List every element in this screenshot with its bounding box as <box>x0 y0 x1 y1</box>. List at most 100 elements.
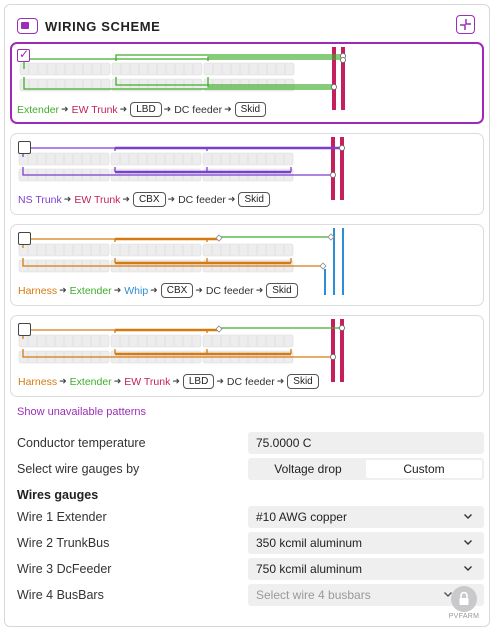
legend-tag: Skid <box>234 102 267 117</box>
legend-link: EW Trunk <box>124 375 171 388</box>
connection-node <box>215 234 223 242</box>
pattern-checkbox[interactable] <box>17 47 30 62</box>
wire-4-placeholder: Select wire 4 busbars <box>256 588 371 602</box>
connection-node <box>319 262 327 270</box>
panel-title: WIRING SCHEME <box>45 18 161 34</box>
arrow-icon: ➜ <box>113 285 122 295</box>
wire-4-select[interactable]: Select wire 4 busbars <box>248 584 484 606</box>
toggle-custom[interactable]: Custom <box>366 460 482 478</box>
connection-node <box>339 56 346 63</box>
connection-node <box>329 354 336 361</box>
panel-header: WIRING SCHEME <box>17 16 160 36</box>
arrow-icon: ➜ <box>59 376 67 386</box>
legend-link: Extender <box>69 375 112 388</box>
arrow-icon: ➜ <box>276 376 285 386</box>
wire-segment <box>22 167 333 176</box>
legend-text: DC feeder <box>226 375 275 388</box>
wire-4-label: Wire 4 BusBars <box>17 588 104 602</box>
wire-segment <box>23 77 334 90</box>
legend-tag: LBD <box>130 102 162 117</box>
wire-segment <box>115 54 343 61</box>
pattern-legend: Harness ➜ Extender ➜ EW Trunk ➜ LBD ➜ DC feeder ➜… <box>18 374 319 389</box>
wire-2-label: Wire 2 TrunkBus <box>17 536 110 550</box>
chevron-down-icon <box>464 566 472 571</box>
arrow-icon: ➜ <box>172 376 180 386</box>
wire-segment <box>207 56 343 61</box>
wire-1-label: Wire 1 Extender <box>17 510 107 524</box>
pattern-legend: NS Trunk ➜ EW Trunk ➜ CBX ➜ DC feeder ➜ Skid <box>18 192 270 207</box>
conductor-temp-label: Conductor temperature <box>17 436 146 450</box>
arrow-icon: ➜ <box>113 376 122 386</box>
connection-node <box>215 325 223 333</box>
chevron-down-icon <box>444 592 452 597</box>
legend-tag: Skid <box>287 374 319 389</box>
legend-tag: CBX <box>132 192 166 207</box>
panel-toggle-icon[interactable] <box>17 18 38 34</box>
pattern-card-2[interactable]: NS Trunk ➜ EW Trunk ➜ CBX ➜ DC feeder ➜ Skid <box>10 133 484 215</box>
pattern-diagram <box>18 137 345 200</box>
wire-2-select[interactable]: 350 kcmil aluminum <box>248 532 484 554</box>
arrow-icon: ➜ <box>216 376 224 386</box>
wire-segment <box>207 77 334 88</box>
wire-1-value: #10 AWG copper <box>256 510 347 524</box>
arrow-icon: ➜ <box>163 104 172 114</box>
lock-icon <box>451 586 477 612</box>
arrow-icon: ➜ <box>224 104 232 114</box>
show-unavailable-link[interactable]: Show unavailable patterns <box>17 406 147 418</box>
arrow-icon: ➜ <box>255 285 264 295</box>
pattern-checkbox[interactable] <box>18 141 31 154</box>
pattern-legend: Extender ➜ EW Trunk ➜ LBD ➜ DC feeder ➜ Skid <box>17 102 267 117</box>
pattern-card-3[interactable]: Harness ➜ Extender ➜ Whip ➜ CBX ➜ DC feeder ➜ Skid <box>10 224 484 306</box>
wire-3-select[interactable]: 750 kcmil aluminum <box>248 558 484 580</box>
legend-text: DC feeder <box>174 103 223 116</box>
legend-tag: CBX <box>160 283 194 298</box>
legend-link: Extender <box>17 103 60 116</box>
connection-node <box>338 144 345 151</box>
collapse-button[interactable] <box>456 15 475 34</box>
pattern-card-1[interactable]: Extender➜EW Trunk➜LBD➜DC feeder➜Skid <box>10 42 484 124</box>
wire-segment <box>115 77 334 86</box>
connection-node <box>329 172 336 179</box>
arrow-icon: ➜ <box>150 285 158 295</box>
connection-node <box>338 324 345 331</box>
wire-3-label: Wire 3 DcFeeder <box>17 562 112 576</box>
connection-node <box>327 233 335 241</box>
wire-segment <box>22 258 321 267</box>
wire-1-select[interactable]: #10 AWG copper <box>248 506 484 528</box>
arrow-icon: ➜ <box>195 285 203 295</box>
arrow-icon: ➜ <box>59 285 67 295</box>
legend-tag: Skid <box>238 192 270 207</box>
pattern-checkbox[interactable] <box>18 232 31 245</box>
brand-name: PVFARM <box>448 613 480 620</box>
connection-node <box>330 84 337 91</box>
toggle-voltage-drop[interactable]: Voltage drop <box>274 462 342 476</box>
legend-link: EW Trunk <box>74 193 121 206</box>
pattern-legend: Harness ➜ Extender ➜ Whip ➜ CBX ➜ DC feeder ➜ Skid <box>18 283 298 298</box>
chevron-down-icon <box>464 514 472 519</box>
legend-link: NS Trunk <box>18 193 62 206</box>
pattern-checkbox[interactable] <box>18 323 31 336</box>
wire-3-value: 750 kcmil aluminum <box>256 562 363 576</box>
legend-text: DC feeder <box>205 284 254 297</box>
legend-link: Harness <box>18 284 58 297</box>
collapse-icon <box>460 19 471 30</box>
arrow-icon: ➜ <box>61 104 69 114</box>
legend-link: EW Trunk <box>71 103 118 116</box>
pattern-diagram <box>18 319 345 382</box>
conductor-temp-field[interactable]: 75.0000 C <box>248 432 484 454</box>
wire-2-value: 350 kcmil aluminum <box>256 536 363 550</box>
arrow-icon: ➜ <box>63 194 72 204</box>
chevron-down-icon <box>464 540 472 545</box>
arrow-icon: ➜ <box>227 194 236 204</box>
legend-tag: LBD <box>182 374 215 389</box>
arrow-icon: ➜ <box>119 104 128 114</box>
pattern-diagram <box>18 228 344 295</box>
legend-link: Harness <box>18 375 58 388</box>
gauge-by-label: Select wire gauges by <box>17 462 140 476</box>
legend-text: DC feeder <box>178 193 226 206</box>
pattern-card-4[interactable]: Harness ➜ Extender ➜ EW Trunk ➜ LBD ➜ DC feeder ➜… <box>10 315 484 397</box>
brand-logo: PVFARM <box>447 586 481 624</box>
legend-link: Whip <box>124 284 149 297</box>
arrow-icon: ➜ <box>167 194 176 204</box>
wire-segment <box>22 349 333 358</box>
